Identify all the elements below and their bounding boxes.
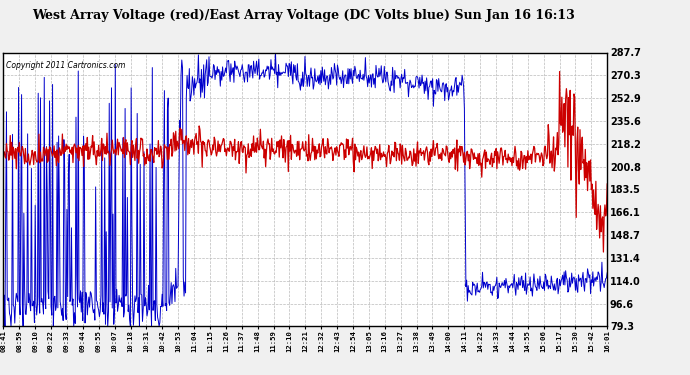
Text: Copyright 2011 Cartronics.com: Copyright 2011 Cartronics.com: [6, 61, 126, 70]
Text: West Array Voltage (red)/East Array Voltage (DC Volts blue) Sun Jan 16 16:13: West Array Voltage (red)/East Array Volt…: [32, 9, 575, 22]
